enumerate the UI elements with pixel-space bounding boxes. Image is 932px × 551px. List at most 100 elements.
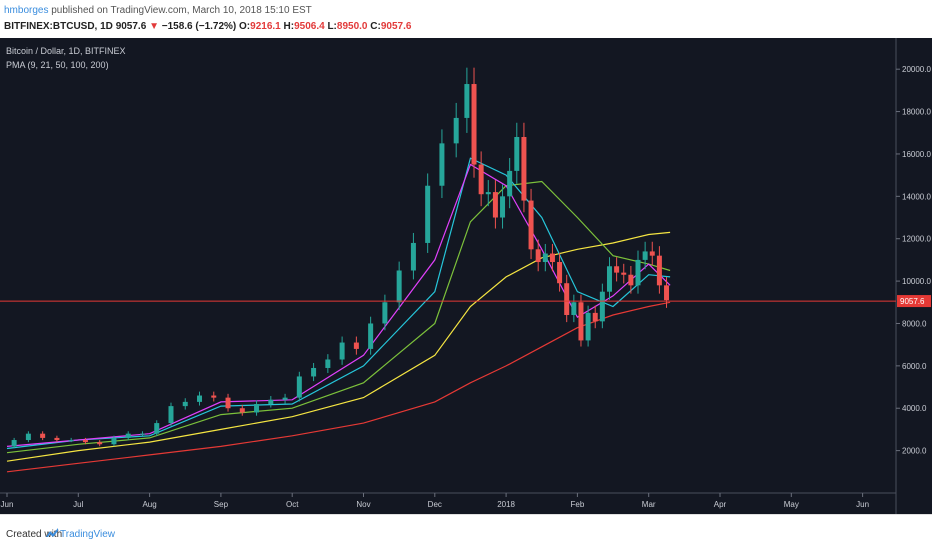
close-label: C: bbox=[370, 21, 381, 32]
candle-body bbox=[656, 255, 662, 286]
x-tick-label: Oct bbox=[286, 500, 299, 509]
candle-body bbox=[642, 251, 648, 260]
candle-body bbox=[311, 367, 317, 377]
x-tick-label: Apr bbox=[714, 500, 727, 509]
candle-body bbox=[621, 272, 627, 275]
chart-header: hmborges published on TradingView.com, M… bbox=[0, 0, 932, 38]
candle-body bbox=[111, 437, 117, 445]
candle-body bbox=[557, 262, 563, 284]
candle-body bbox=[54, 437, 60, 441]
created-with-text: Created with bbox=[6, 529, 63, 540]
candle-body bbox=[368, 323, 374, 349]
x-tick-label: Dec bbox=[428, 500, 442, 509]
indicator-label[interactable]: PMA (9, 21, 50, 100, 200) bbox=[6, 60, 109, 70]
candle-body bbox=[211, 395, 217, 398]
y-tick-label: 18000.0 bbox=[902, 108, 931, 117]
chart-title: Bitcoin / Dollar, 1D, BITFINEX bbox=[6, 46, 126, 56]
candle-body bbox=[592, 312, 598, 322]
y-tick-label: 8000.0 bbox=[902, 319, 927, 328]
chart-footer: Created with TradingView bbox=[0, 514, 932, 551]
open-value: 9216.1 bbox=[250, 21, 281, 32]
candle-body bbox=[507, 170, 513, 197]
low-value: 8950.0 bbox=[336, 21, 368, 32]
ma-9-line bbox=[6, 163, 671, 447]
candle-body bbox=[182, 401, 188, 407]
candle-body bbox=[82, 440, 88, 443]
price-change: −158.6 (−1.72%) bbox=[161, 21, 237, 32]
y-tick-label: 12000.0 bbox=[902, 235, 931, 244]
current-price-badge bbox=[897, 295, 931, 308]
tradingview-logo-icon bbox=[46, 528, 58, 537]
candle-body bbox=[464, 84, 470, 118]
candle-body bbox=[471, 84, 477, 165]
candle-body bbox=[549, 253, 555, 263]
candle-body bbox=[125, 433, 131, 438]
price-chart[interactable]: 2000.0 4000.0 6000.0 8000.0 10000.0 12000.0 14… bbox=[0, 38, 932, 514]
candle-body bbox=[578, 302, 584, 341]
candle-body bbox=[514, 137, 520, 171]
candle-body bbox=[268, 399, 274, 404]
ohlc-line: BITFINEX:BTCUSD, 1D 9057.6 ▼ −158.6 (−1.… bbox=[4, 21, 411, 32]
author-link[interactable]: hmborges bbox=[4, 5, 49, 16]
candle-body bbox=[353, 342, 359, 349]
chart-area[interactable]: 2000.0 4000.0 6000.0 8000.0 10000.0 12000.0 14… bbox=[0, 38, 932, 514]
current-price-label: 9057.6 bbox=[900, 297, 925, 306]
candle-body bbox=[168, 406, 174, 424]
candle-body bbox=[571, 302, 577, 315]
candle-body bbox=[542, 253, 548, 263]
x-tick-label: Nov bbox=[356, 500, 370, 509]
last-price: 9057.6 bbox=[115, 21, 147, 32]
candle-body bbox=[197, 395, 203, 402]
tradingview-brand-link[interactable]: TradingView bbox=[60, 529, 116, 540]
ma-21-line bbox=[6, 157, 671, 450]
close-value: 9057.6 bbox=[380, 21, 412, 32]
low-label: L: bbox=[327, 21, 337, 32]
y-tick-label: 4000.0 bbox=[902, 404, 927, 413]
candle-body bbox=[649, 251, 655, 256]
chart-legend: Bitcoin / Dollar, 1D, BITFINEX PMA (9, 2… bbox=[6, 44, 126, 72]
candle-body bbox=[339, 342, 345, 360]
x-tick-label: Jun bbox=[1, 500, 14, 509]
x-tick-label: Mar bbox=[642, 500, 656, 509]
x-tick-label: Feb bbox=[571, 500, 585, 509]
candle-body bbox=[485, 192, 491, 195]
y-tick-label: 16000.0 bbox=[902, 150, 931, 159]
ma-100-line bbox=[6, 231, 671, 462]
open-label: O: bbox=[239, 21, 251, 32]
ma-50-line bbox=[6, 180, 671, 454]
candle-body bbox=[606, 266, 612, 292]
y-tick-label: 10000.0 bbox=[902, 277, 931, 286]
y-tick-label: 6000.0 bbox=[902, 362, 927, 371]
candle-body bbox=[453, 117, 459, 144]
candle-body bbox=[425, 185, 431, 243]
x-tick-label: 2018 bbox=[497, 500, 515, 509]
candle-body bbox=[635, 259, 641, 286]
high-label: H: bbox=[283, 21, 295, 32]
candle-body bbox=[439, 143, 445, 186]
candle-body bbox=[664, 285, 670, 301]
candle-body bbox=[225, 397, 231, 409]
candle-body bbox=[599, 291, 605, 322]
x-tick-label: May bbox=[784, 500, 799, 509]
candle-body bbox=[25, 433, 31, 441]
y-tick-label: 2000.0 bbox=[902, 447, 927, 456]
candle-body bbox=[296, 376, 302, 398]
candle-body bbox=[68, 440, 74, 442]
y-tick-label: 14000.0 bbox=[902, 192, 931, 201]
y-tick-label: 20000.0 bbox=[902, 65, 931, 74]
candle-body bbox=[139, 433, 145, 435]
candle-body bbox=[614, 266, 620, 273]
candle-body bbox=[325, 359, 331, 368]
candle-body bbox=[239, 408, 245, 413]
high-value: 9506.4 bbox=[294, 21, 325, 32]
candle-body bbox=[254, 404, 260, 413]
ma-200-line bbox=[6, 301, 671, 473]
candle-body bbox=[628, 274, 634, 286]
candle-body bbox=[282, 397, 288, 400]
candle-body bbox=[40, 433, 46, 438]
x-tick-label: Jul bbox=[73, 500, 83, 509]
candle-body bbox=[410, 242, 416, 271]
x-tick-label: Jun bbox=[856, 500, 869, 509]
candle-body bbox=[521, 137, 527, 201]
candle-body bbox=[500, 196, 506, 218]
